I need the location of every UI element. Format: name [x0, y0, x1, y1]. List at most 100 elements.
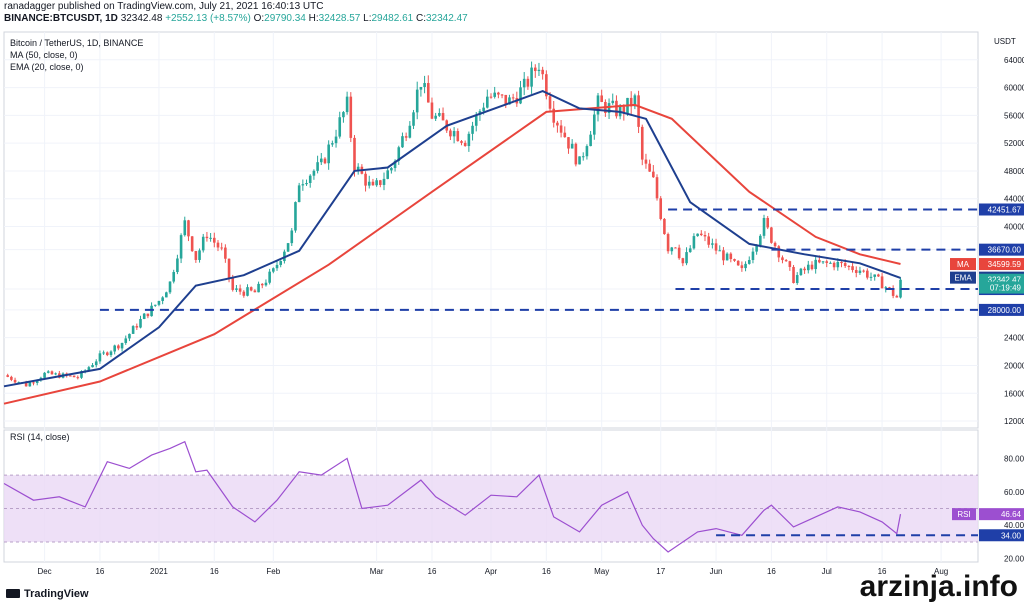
candle-body [866, 270, 869, 278]
candle-body [559, 125, 563, 133]
candle-body [755, 245, 758, 252]
candle-body [888, 287, 891, 289]
high-value: 32428.57 [318, 13, 361, 24]
ema-legend[interactable]: EMA (20, close, 0) [10, 62, 84, 72]
candle-body [135, 326, 139, 328]
candle-body [6, 375, 9, 377]
candle-body [297, 185, 301, 203]
candle-body [176, 258, 179, 273]
candle-body [312, 170, 316, 176]
candle-body [666, 234, 670, 252]
candle-body [198, 250, 201, 260]
time-tick-label: Dec [37, 567, 51, 576]
candle-body [504, 94, 508, 105]
candle-body [308, 175, 312, 184]
time-tick-label: 16 [542, 567, 551, 576]
candle-body [688, 248, 692, 253]
candle-body [452, 131, 456, 137]
tradingview-brand[interactable]: TradingView [6, 588, 89, 600]
candle-body [519, 87, 522, 104]
candle-body [829, 262, 832, 264]
time-tick-label: 17 [656, 567, 665, 576]
candle-body [567, 137, 570, 149]
candle-body [460, 141, 463, 143]
rsi-level-tag [979, 529, 1024, 542]
candle-body [729, 253, 733, 260]
low-value: 29482.61 [371, 13, 414, 24]
candle-body [28, 382, 32, 387]
candle-body [434, 115, 437, 119]
rsi-legend[interactable]: RSI (14, close) [10, 432, 70, 442]
candle-body [474, 114, 478, 126]
candle-body [124, 338, 128, 343]
candle-body [814, 259, 817, 270]
candle-body [533, 67, 537, 72]
candle-body [471, 125, 474, 134]
candle-body [895, 295, 899, 298]
candle-body [670, 247, 674, 252]
candle-body [836, 261, 840, 268]
candle-body [818, 259, 821, 263]
ema-value-tag-name-box [950, 271, 976, 284]
candle-body [331, 143, 334, 145]
candle-body [548, 96, 552, 109]
candle-body [120, 342, 124, 349]
candle-body [404, 136, 408, 138]
ohlc-line: BINANCE:BTCUSDT, 1D 32342.48 +2552.13 (+… [4, 13, 468, 24]
candle-body [781, 257, 784, 261]
candle-body [301, 184, 305, 186]
candle-body [556, 122, 559, 126]
candle-body [685, 252, 688, 264]
price-tick-label: 40000.00 [1004, 223, 1024, 232]
candle-body [821, 261, 825, 263]
candle-body [840, 261, 843, 264]
candle-body [659, 198, 663, 219]
candle-body [32, 382, 35, 384]
tradingview-logo-text: TradingView [24, 588, 89, 600]
close-label: C: [416, 13, 426, 24]
candle-body [725, 253, 729, 261]
low-label: L: [363, 13, 372, 24]
price-tick-label: 20000.00 [1004, 361, 1024, 370]
symbol: BINANCE:BTCUSDT, 1D [4, 13, 118, 24]
candle-body [397, 147, 401, 161]
price-tick-label: 12000.00 [1004, 417, 1024, 426]
chart-title[interactable]: Bitcoin / TetherUS, 1D, BINANCE [10, 38, 144, 48]
candle-body [578, 156, 581, 165]
candle-body [46, 371, 50, 373]
time-tick-label: 16 [428, 567, 437, 576]
candle-body [847, 265, 851, 267]
candle-body [703, 235, 707, 237]
candle-body [161, 297, 164, 301]
rsi-line [3, 440, 902, 553]
rsi-name: RSI [957, 510, 970, 519]
candle-body [294, 202, 297, 231]
candle-body [408, 125, 412, 138]
time-tick-label: 16 [878, 567, 887, 576]
candle-body [438, 113, 441, 116]
candle-body [773, 242, 777, 247]
candle-body [128, 333, 131, 339]
candle-body [338, 117, 342, 137]
candle-body [190, 236, 194, 252]
candle-body [762, 217, 766, 236]
time-tick-label: Jul [822, 567, 832, 576]
ma-legend[interactable]: MA (50, close, 0) [10, 50, 78, 60]
candle-body [209, 237, 212, 239]
time-tick-label: 16 [210, 567, 219, 576]
candle-body [449, 130, 452, 137]
candle-body [353, 137, 356, 172]
candle-body [91, 365, 94, 368]
candle-body [264, 282, 268, 286]
candle-body [371, 181, 375, 186]
candle-body [795, 275, 799, 284]
candle-body [858, 270, 862, 273]
candle-body [305, 183, 308, 185]
candle-body [696, 233, 699, 237]
candle-body [563, 132, 567, 138]
candle-body [522, 78, 526, 88]
candle-body [526, 78, 530, 87]
publish-info: ranadagger published on TradingView.com,… [4, 1, 324, 12]
candle-body [382, 178, 386, 185]
